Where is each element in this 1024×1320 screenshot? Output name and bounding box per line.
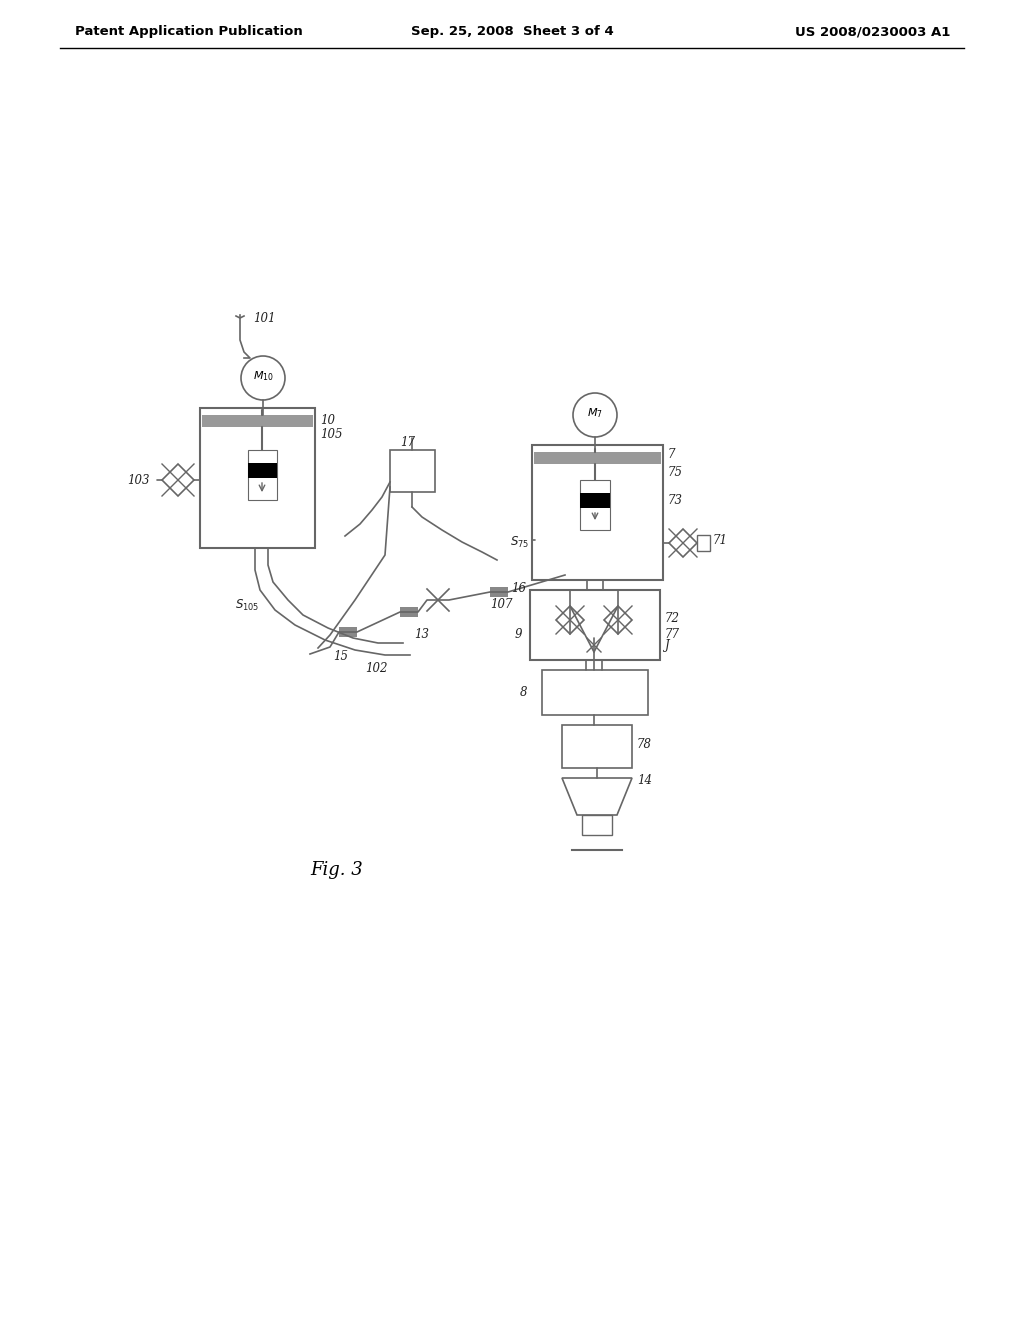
Text: $M_{10}$: $M_{10}$: [253, 370, 273, 383]
Text: 10: 10: [319, 413, 335, 426]
Bar: [562, 725, 632, 768]
Bar: [248, 450, 278, 500]
Bar: [582, 814, 612, 836]
Bar: [532, 445, 663, 579]
Text: $M_7$: $M_7$: [587, 407, 603, 420]
Text: US 2008/0230003 A1: US 2008/0230003 A1: [795, 25, 950, 38]
Text: 14: 14: [637, 774, 652, 787]
Text: 77: 77: [665, 627, 680, 640]
Bar: [248, 463, 278, 478]
Bar: [697, 535, 710, 550]
Text: Sep. 25, 2008  Sheet 3 of 4: Sep. 25, 2008 Sheet 3 of 4: [411, 25, 613, 38]
Text: 102: 102: [365, 661, 387, 675]
Text: J: J: [665, 639, 670, 652]
Text: 107: 107: [490, 598, 512, 611]
Bar: [534, 451, 662, 465]
Text: Fig. 3: Fig. 3: [310, 861, 362, 879]
Bar: [542, 671, 648, 715]
Text: 75: 75: [668, 466, 683, 479]
Text: Patent Application Publication: Patent Application Publication: [75, 25, 303, 38]
Text: 105: 105: [319, 429, 342, 441]
Bar: [339, 627, 357, 638]
Text: 15: 15: [333, 651, 348, 664]
Bar: [580, 480, 610, 531]
Text: 17: 17: [400, 436, 415, 449]
Text: $S_{75}$: $S_{75}$: [510, 535, 529, 549]
Bar: [202, 414, 313, 426]
Bar: [200, 408, 315, 548]
Bar: [530, 590, 660, 660]
Text: 73: 73: [668, 494, 683, 507]
Text: 13: 13: [414, 627, 429, 640]
Bar: [490, 587, 508, 597]
Text: 71: 71: [713, 535, 728, 548]
Text: 9: 9: [515, 628, 522, 642]
Text: 101: 101: [253, 312, 275, 325]
Text: 78: 78: [637, 738, 652, 751]
Bar: [400, 607, 418, 616]
Text: $S_{105}$: $S_{105}$: [234, 598, 259, 612]
Bar: [390, 450, 435, 492]
Text: 103: 103: [127, 474, 150, 487]
Text: 8: 8: [520, 685, 527, 698]
Text: 16: 16: [511, 582, 526, 594]
Text: 7: 7: [668, 449, 676, 462]
Text: 72: 72: [665, 611, 680, 624]
Bar: [580, 492, 610, 508]
